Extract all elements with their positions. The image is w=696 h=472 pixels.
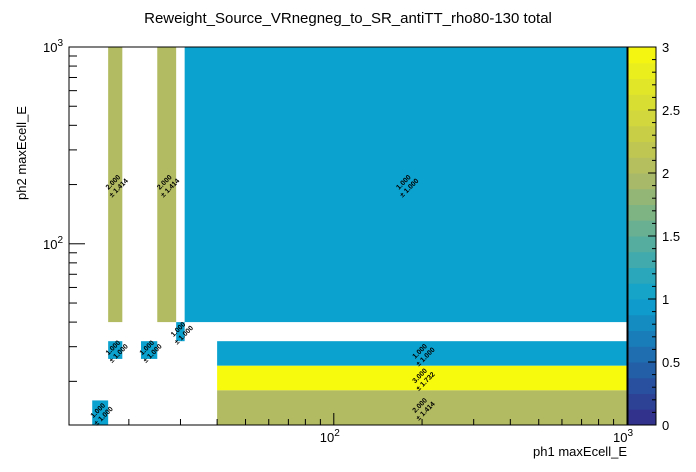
palette-band — [628, 141, 656, 158]
x-tick-label: 103 — [613, 428, 633, 445]
heatmap-cell — [108, 47, 123, 323]
y-tick-label: 102 — [43, 235, 63, 252]
palette-band — [628, 409, 656, 426]
palette-tick-label: 2 — [662, 166, 669, 181]
palette-band — [628, 314, 656, 331]
palette-band — [628, 346, 656, 363]
palette-band — [628, 204, 656, 221]
palette-tick-label: 0.5 — [662, 355, 680, 370]
palette-band — [628, 157, 656, 174]
palette-band — [628, 62, 656, 79]
palette-band — [628, 393, 656, 410]
y-axis-title: ph2 maxEcell_E — [14, 106, 29, 200]
palette-band — [628, 94, 656, 111]
axis-ticks: 102 103 102 103 — [43, 38, 633, 445]
heatmap-cell — [157, 47, 177, 323]
palette-band — [628, 377, 656, 394]
palette-band — [628, 251, 656, 268]
palette-band — [628, 78, 656, 95]
palette-band — [628, 299, 656, 316]
palette-band — [628, 125, 656, 142]
plot-frame — [68, 46, 628, 426]
palette-band — [628, 236, 656, 253]
heatmap-cells — [92, 47, 628, 425]
palette-tick-label: 3 — [662, 40, 669, 55]
y-tick-label: 103 — [43, 38, 63, 55]
heatmap-cell — [140, 341, 158, 359]
palette-band — [628, 173, 656, 190]
palette-band — [628, 267, 656, 284]
heatmap-cell — [108, 341, 123, 359]
palette-band — [628, 330, 656, 347]
chart-title: Reweight_Source_VRnegneg_to_SR_antiTT_rh… — [144, 10, 552, 27]
palette-tick-label: 2.5 — [662, 103, 680, 118]
heatmap-cell — [217, 365, 627, 391]
palette-tick-label: 1 — [662, 292, 669, 307]
palette-band — [628, 362, 656, 379]
x-tick-label: 102 — [320, 428, 340, 445]
palette-band — [628, 283, 656, 300]
color-palette: 0 0.5 1 1.5 2 2.5 3 — [627, 40, 680, 433]
palette-tick-label: 1.5 — [662, 229, 680, 244]
heatmap-cell — [92, 400, 109, 425]
palette-tick-label: 0 — [662, 418, 669, 433]
x-axis-title: ph1 maxEcell_E — [533, 444, 627, 459]
palette-band — [628, 188, 656, 205]
palette-band — [628, 220, 656, 237]
palette-band — [628, 47, 656, 64]
heatmap-cell — [217, 341, 627, 366]
heatmap-cell — [176, 322, 185, 342]
heatmap-cell — [184, 47, 628, 323]
palette-band — [628, 110, 656, 127]
